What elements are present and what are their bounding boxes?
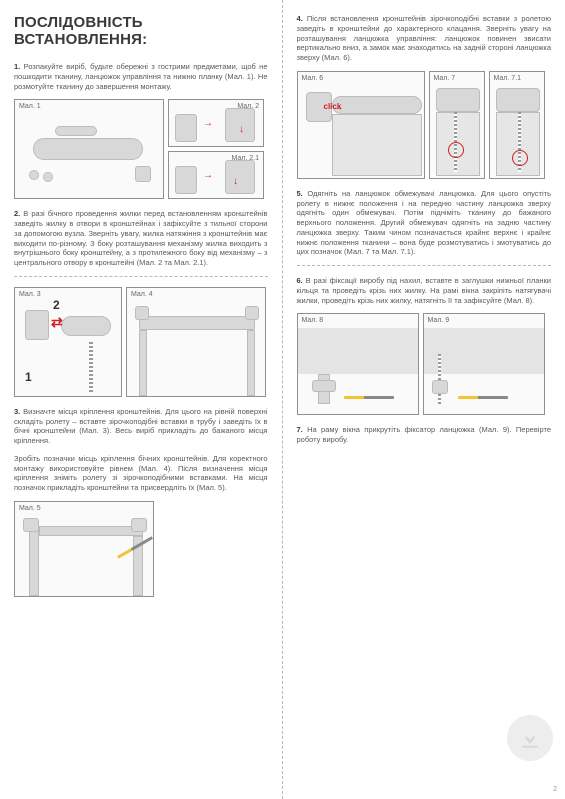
fig3-num2: 2	[53, 298, 60, 312]
paragraph-6: 6. В разі фіксації виробу під нахил, вст…	[297, 276, 552, 305]
fig71-label: Мал. 7.1	[494, 75, 522, 82]
p3a-text: Визначте місця кріплення кронштейнів. Дл…	[14, 407, 268, 445]
figure-9: Мал. 9	[423, 313, 545, 415]
figure-row-3: Мал. 5	[14, 501, 268, 597]
paragraph-3a: 3. Визначте місця кріплення кронштейнів.…	[14, 407, 268, 446]
fig8-label: Мал. 8	[302, 317, 324, 324]
figure-7-1: Мал. 7.1	[489, 71, 545, 179]
figure-row-5: Мал. 8 Мал. 9	[297, 313, 552, 415]
fig7-label: Мал. 7	[434, 75, 456, 82]
figure-8: Мал. 8	[297, 313, 419, 415]
fig9-label: Мал. 9	[428, 317, 450, 324]
figure-2: Мал. 2 → ↓	[168, 99, 264, 147]
p4-text: Після встановлення кронштейнів зірочкопо…	[297, 14, 552, 62]
separator-right	[297, 265, 552, 266]
figure-row-2: Мал. 3 ⇄ 2 1 Мал. 4	[14, 287, 268, 397]
p5-number: 5.	[297, 189, 303, 198]
paragraph-5: 5. Одягніть на ланцюжок обмежувачі ланцю…	[297, 189, 552, 257]
paragraph-2: 2. В разі бічного проведення жилки перед…	[14, 209, 268, 268]
figure-3: Мал. 3 ⇄ 2 1	[14, 287, 122, 397]
paragraph-1: 1. Розпакуйте виріб, будьте обережні з г…	[14, 62, 268, 91]
separator-left	[14, 276, 268, 277]
fig4-label: Мал. 4	[131, 291, 153, 298]
page-number: 2	[553, 786, 557, 793]
p6-text: В разі фіксації виробу під нахил, вставт…	[297, 276, 552, 305]
figure-row-4: Мал. 6 click → Мал. 7 Мал. 7.1	[297, 71, 552, 179]
fig3-label: Мал. 3	[19, 291, 41, 298]
figure-1: Мал. 1	[14, 99, 164, 199]
p7-number: 7.	[297, 425, 303, 434]
p1-text: Розпакуйте виріб, будьте обережні з гост…	[14, 62, 268, 91]
p2-number: 2.	[14, 209, 20, 218]
fig6-label: Мал. 6	[302, 75, 324, 82]
figure-5: Мал. 5	[14, 501, 154, 597]
p1-number: 1.	[14, 62, 20, 71]
p6-number: 6.	[297, 276, 303, 285]
figure-7: Мал. 7	[429, 71, 485, 179]
watermark-icon	[507, 715, 553, 761]
fig1-label: Мал. 1	[19, 103, 41, 110]
p4-number: 4.	[297, 14, 303, 23]
paragraph-4: 4. Після встановлення кронштейнів зірочк…	[297, 14, 552, 63]
figure-row-1: Мал. 1 Мал. 2 → ↓ Мал. 2.1	[14, 99, 268, 199]
figure-6: Мал. 6 click →	[297, 71, 425, 179]
p2-text: В разі бічного проведення жилки перед вс…	[14, 209, 268, 267]
figure-4: Мал. 4	[126, 287, 266, 397]
p3-number: 3.	[14, 407, 20, 416]
fig5-label: Мал. 5	[19, 505, 41, 512]
paragraph-7: 7. На раму вікна прикрутіть фіксатор лан…	[297, 425, 552, 445]
p3b-text: Зробіть позначки місць кріплення бічних …	[14, 454, 268, 492]
p5-text: Одягніть на ланцюжок обмежувачі ланцюжка…	[297, 189, 552, 257]
fig3-num1: 1	[25, 370, 32, 384]
p7-text: На раму вікна прикрутіть фіксатор ланцюж…	[297, 425, 552, 444]
figure-2-1: Мал. 2.1 → ↓	[168, 151, 264, 199]
paragraph-3b: Зробіть позначки місць кріплення бічних …	[14, 454, 268, 493]
page-title: ПОСЛІДОВНІСТЬ ВСТАНОВЛЕННЯ:	[14, 14, 268, 48]
